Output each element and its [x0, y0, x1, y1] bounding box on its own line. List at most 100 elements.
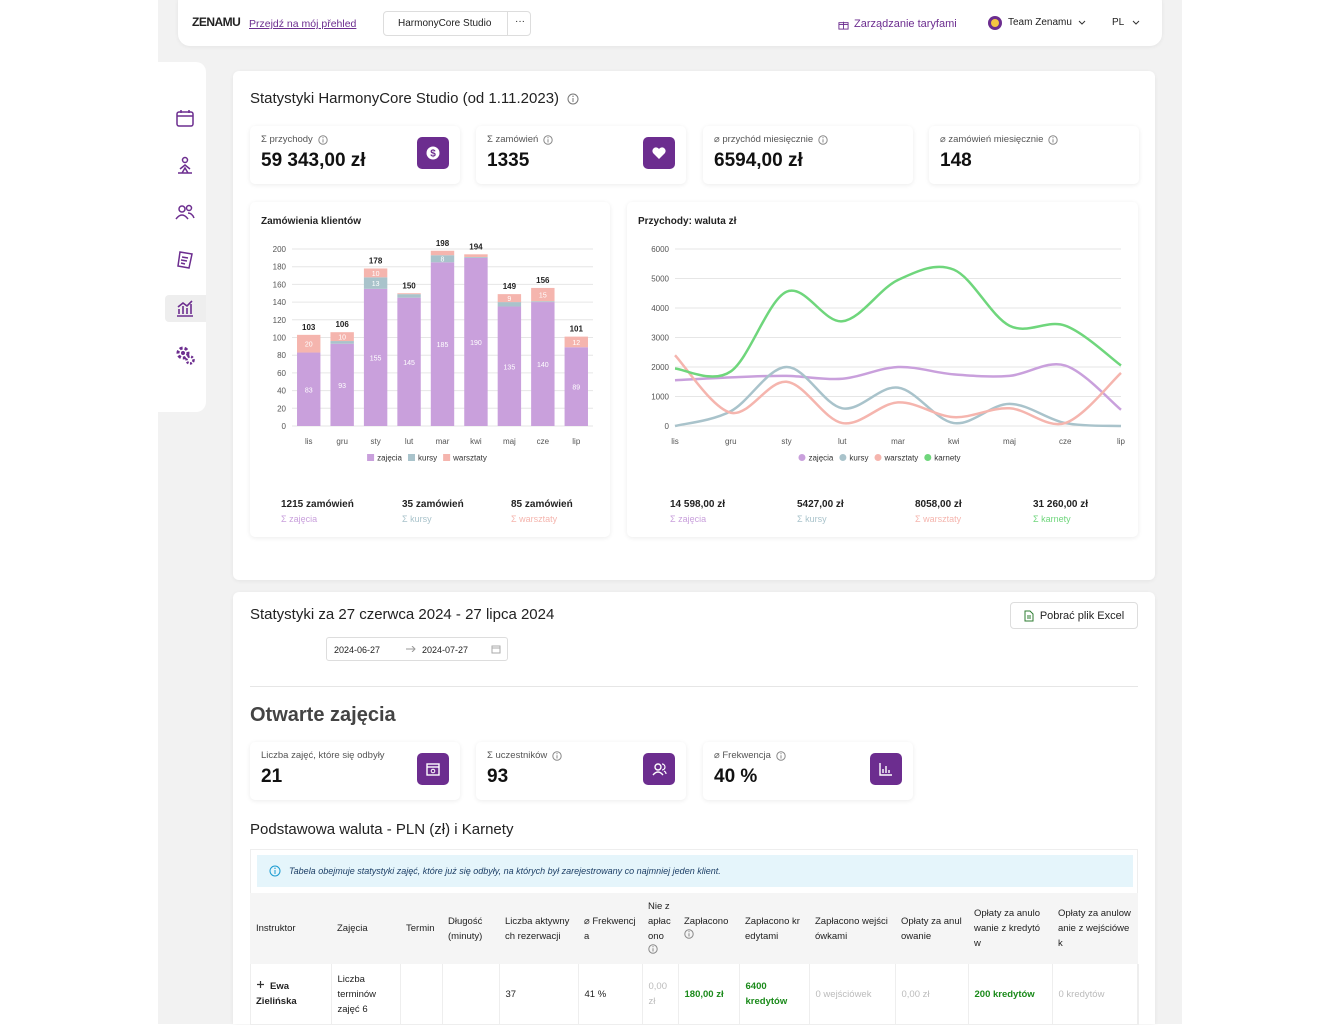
nav-settings[interactable] [175, 345, 195, 365]
summary-value: 14 598,00 zł [670, 499, 725, 510]
icon-shape [426, 763, 440, 776]
kpi-label-row: ⌀ Frekwencja [714, 750, 786, 761]
kpi-icon [417, 753, 449, 785]
bar-segment [363, 288, 388, 426]
icon-shape [991, 19, 999, 27]
bar-segment [430, 262, 455, 426]
column-header-text: Zapłacono wejściówkami [815, 915, 888, 942]
nav-calendar[interactable] [175, 108, 195, 128]
team-menu[interactable]: Team Zenamu [988, 16, 1086, 30]
x-tick-label: cze [1059, 437, 1072, 446]
column-header-text: Opłaty za anulowanie z wejściówek [1058, 908, 1131, 949]
studio-selector[interactable]: HarmonyCore Studio ··· [383, 11, 531, 36]
excel-button[interactable]: Pobrać plik Excel [1010, 602, 1138, 629]
kpi-card: ⌀ przychód miesięcznie 6594,00 zł [703, 126, 913, 184]
info-icon [269, 865, 281, 877]
table-frame: Tabela obejmuje statystyki zajęć, które … [250, 849, 1139, 1025]
legend-label: zajęcia [808, 454, 833, 463]
summary-value: 1215 zamówień [281, 499, 354, 510]
summary-label: Σ warsztaty [915, 514, 962, 524]
table-cell: 6400 kredytów [739, 964, 810, 1025]
bar-segment [363, 277, 388, 289]
summary-label: Σ karnety [1033, 514, 1071, 524]
icon-shape [176, 346, 190, 360]
info-icon [648, 943, 658, 954]
bar-segment [430, 250, 455, 256]
language-menu[interactable]: PL [1112, 16, 1140, 30]
summary-value: 8058,00 zł [915, 499, 962, 510]
tariffs-button[interactable]: Zarządzanie taryfami [838, 17, 957, 31]
date-from[interactable]: 2024-06-27 [334, 645, 381, 655]
y-tick-label: 180 [273, 263, 287, 272]
more-button[interactable]: ··· [507, 12, 532, 35]
total-label: 156 [536, 276, 550, 285]
overview-link[interactable]: Przejdź na mój přehled [249, 18, 357, 30]
kpi-label: Σ przychody [261, 134, 313, 145]
nav-statistics[interactable] [175, 298, 195, 318]
legend-swatch [443, 454, 451, 461]
gift-icon [838, 21, 849, 30]
column-header: Instruktor [250, 893, 331, 964]
expand-icon[interactable] [256, 980, 265, 989]
summary-label: Σ zajęcia [670, 514, 706, 524]
icon-shape [684, 928, 694, 939]
bar-label: 8 [441, 257, 445, 264]
kpi-card: ⌀ zamówień miesięcznie 148 [929, 126, 1139, 184]
y-tick-label: 60 [277, 369, 286, 378]
table-cell: 0 wejściówek [809, 964, 896, 1025]
table-cell: 41 % [578, 964, 643, 1025]
cell-text: 0,00 zł [901, 988, 930, 1000]
bar-label: 12 [572, 340, 580, 347]
icon-shape [567, 93, 579, 104]
section-title: Otwarte zajęcia [250, 704, 396, 726]
logo[interactable]: ZENAMU [192, 15, 241, 29]
kpi-label: Σ zamówień [487, 134, 539, 145]
tariffs-label: Zarządzanie taryfami [854, 18, 957, 30]
info-icon [776, 750, 786, 761]
overview-title-text: Statystyki HarmonyCore Studio (od 1.11.2… [250, 90, 560, 107]
y-tick-label: 5000 [651, 275, 669, 284]
icon-shape [177, 251, 193, 269]
info-icon [318, 134, 328, 145]
icon-shape [175, 212, 195, 220]
column-header-text: Opłaty za anulowanie z kredytów [974, 908, 1041, 949]
nav-orders[interactable] [175, 250, 195, 270]
legend-swatch [407, 454, 415, 461]
column-header-text: Długość (minuty) [448, 915, 483, 942]
nav-clients[interactable] [175, 202, 195, 222]
cell-text: 37 [505, 988, 517, 1000]
bar-segment [564, 336, 588, 348]
bar-segment [497, 306, 522, 426]
kpi-card: Liczba zajęć, które się odbyły 21 [250, 742, 460, 800]
kpi-icon: $ [417, 137, 449, 169]
table-head: Instruktor Zajęcia Termin Długość (minuty) L… [250, 893, 1138, 964]
bar-label: 185 [437, 342, 449, 349]
overview-title: Statystyki HarmonyCore Studio (od 1.11.2… [250, 90, 579, 107]
summary-label: Σ kursy [797, 514, 827, 524]
table-row: Ewa Zielińska Liczba terminów zajęć 6 37 41… [250, 964, 1139, 1025]
info-icon [1048, 134, 1059, 145]
bar-segment [464, 256, 488, 258]
icon-shape [1078, 20, 1086, 25]
series-line [674, 365, 1122, 428]
kpi-label: ⌀ zamówień miesięcznie [940, 134, 1044, 145]
summary-label: Σ zajęcia [281, 514, 317, 524]
bar-segment [531, 302, 555, 426]
total-label: 101 [570, 325, 584, 334]
bar-label: 15 [539, 293, 547, 300]
period-title: Statystyki za 27 czerwca 2024 - 27 lipca… [250, 606, 555, 623]
date-to[interactable]: 2024-07-27 [422, 645, 469, 655]
x-tick-label: lut [838, 437, 847, 446]
kpi-glyph: $ [426, 146, 440, 160]
top-bar: ZENAMU Przejdź na mój přehled HarmonyCor… [178, 0, 1162, 46]
legend: zajęcia kursy warsztaty karnety [798, 454, 961, 463]
nav-classes[interactable] [175, 156, 195, 176]
period-card: Statystyki za 27 czerwca 2024 - 27 lipca… [233, 592, 1155, 1025]
table-cell [442, 964, 500, 1025]
summary-label: Σ kursy [402, 514, 432, 524]
kpi-label: ⌀ Frekwencja [714, 750, 771, 761]
column-header: Zapłacono kredytami [739, 893, 809, 964]
date-range[interactable]: 2024-06-27 2024-07-27 [326, 637, 508, 661]
column-header: Opłaty za anulowanie z kredytów [968, 893, 1052, 964]
cell-text: Liczba terminów zajęć 6 [337, 973, 377, 1015]
